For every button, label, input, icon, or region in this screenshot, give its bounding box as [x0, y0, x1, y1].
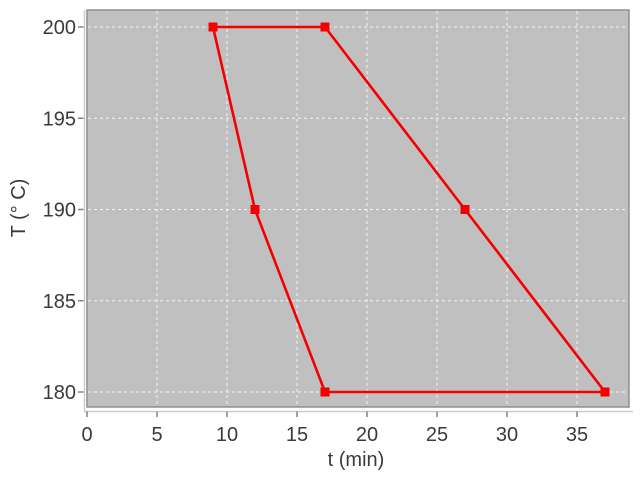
data-point-marker [320, 22, 330, 32]
plot-layer: 0 5 10 15 20 25 30 35 180 185 190 195 200 [43, 9, 633, 446]
y-tick-label: 190 [43, 200, 76, 222]
x-axis-title: t (min) [328, 449, 385, 471]
x-tick-label: 35 [566, 424, 588, 446]
x-tick-label: 20 [356, 424, 378, 446]
x-tick-label: 30 [496, 424, 518, 446]
data-point-marker [320, 387, 330, 397]
y-axis-title: T (° C) [8, 179, 30, 238]
data-point-marker [460, 205, 470, 214]
y-tick-label: 195 [43, 108, 76, 130]
plot-area [86, 9, 630, 408]
data-point-marker [250, 205, 260, 214]
x-tick-label: 25 [426, 424, 448, 446]
x-tick-label: 10 [216, 424, 238, 446]
y-tick-label: 200 [43, 17, 76, 39]
y-tick-label: 185 [43, 291, 76, 313]
data-point-marker [600, 387, 610, 397]
x-tick-label: 5 [151, 424, 162, 446]
y-tick-label: 180 [43, 382, 76, 404]
x-tick-label: 15 [286, 424, 308, 446]
data-point-marker [208, 22, 218, 32]
x-tick-label: 0 [81, 424, 92, 446]
